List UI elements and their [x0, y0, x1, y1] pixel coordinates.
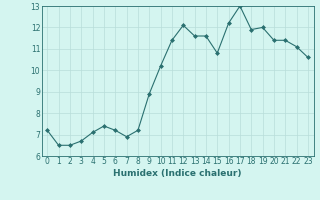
X-axis label: Humidex (Indice chaleur): Humidex (Indice chaleur): [113, 169, 242, 178]
